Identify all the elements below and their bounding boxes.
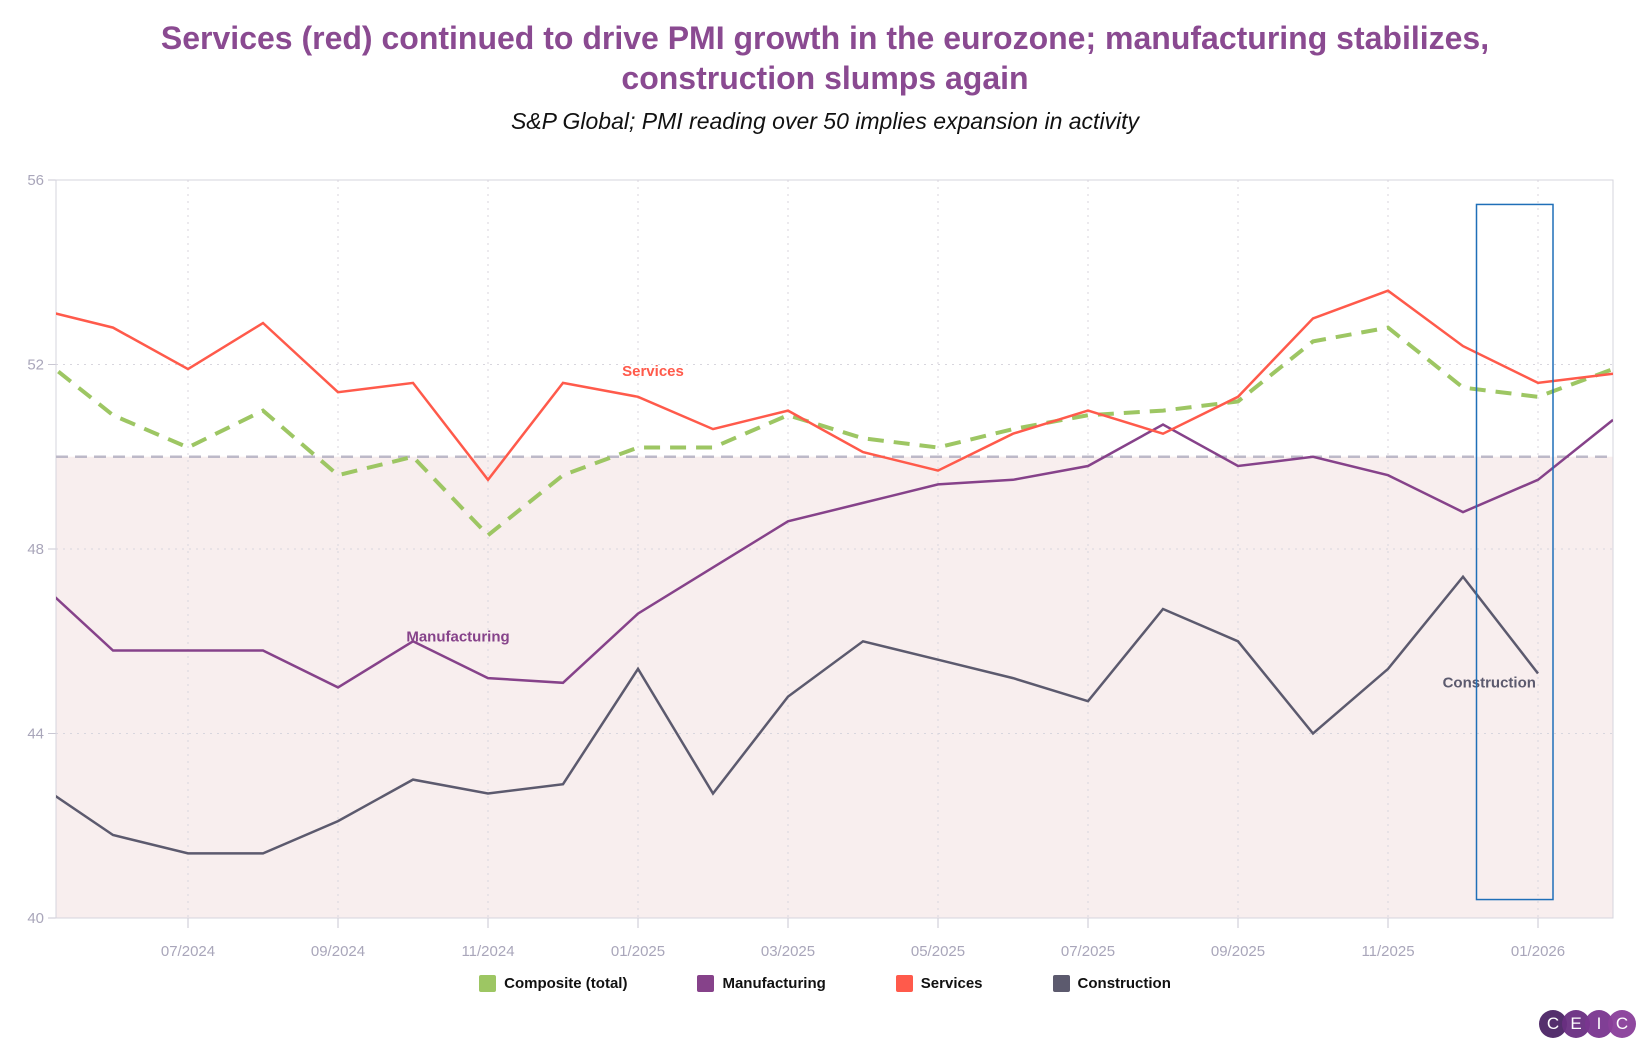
x-tick-label: 05/2025	[911, 943, 965, 960]
x-tick-label: 03/2025	[761, 943, 815, 960]
legend-item-composite[interactable]: Composite (total)	[479, 975, 627, 992]
legend-item-manufacturing[interactable]: Manufacturing	[697, 975, 826, 992]
legend-label: Services	[920, 975, 983, 992]
y-tick-label: 44	[27, 726, 44, 743]
x-tick-label: 01/2025	[611, 943, 665, 960]
legend-label: Composite (total)	[504, 975, 628, 992]
series-label: Manufacturing	[406, 628, 509, 645]
plot-border	[55, 179, 1614, 919]
x-tick-label: 09/2025	[1211, 943, 1265, 960]
legend-swatch	[1052, 975, 1070, 992]
legend-label: Manufacturing	[722, 975, 826, 992]
series-group	[56, 289, 1613, 855]
series-label: Construction	[1443, 674, 1536, 691]
x-tick-label: 09/2024	[311, 943, 365, 960]
y-tick-label: 52	[27, 357, 44, 374]
y-tick-label: 48	[27, 541, 44, 558]
legend-swatch	[895, 975, 913, 992]
legend-swatch	[697, 975, 715, 992]
chart-title: Services (red) continued to drive PMI gr…	[160, 20, 1490, 96]
legend-swatch	[479, 975, 497, 992]
x-tick-label: 11/2025	[1361, 943, 1414, 960]
contraction-area	[56, 456, 1613, 918]
y-tick-label: 40	[27, 910, 44, 927]
y-tick-label: 56	[27, 172, 44, 189]
chart-subtitle: S&P Global; PMI reading over 50 implies …	[510, 108, 1140, 134]
series-label: Services	[622, 363, 684, 380]
x-tick-label: 07/2024	[161, 943, 215, 960]
x-tick-label: 11/2024	[461, 943, 514, 960]
series-line-services	[56, 289, 1613, 482]
legend-label: Construction	[1077, 975, 1171, 992]
legend-item-construction[interactable]: Construction	[1052, 975, 1171, 992]
x-tick-label: 01/2026	[1511, 943, 1565, 960]
series-line-construction	[56, 574, 1539, 855]
series-line-manufacturing	[56, 418, 1613, 689]
legend-item-services[interactable]: Services	[895, 975, 983, 992]
x-tick-label: 07/2025	[1061, 943, 1115, 960]
legend: Composite (total) Manufacturing Services…	[0, 975, 1650, 992]
highlight-box	[1475, 203, 1554, 901]
series-line-composite-total-	[56, 325, 1613, 538]
